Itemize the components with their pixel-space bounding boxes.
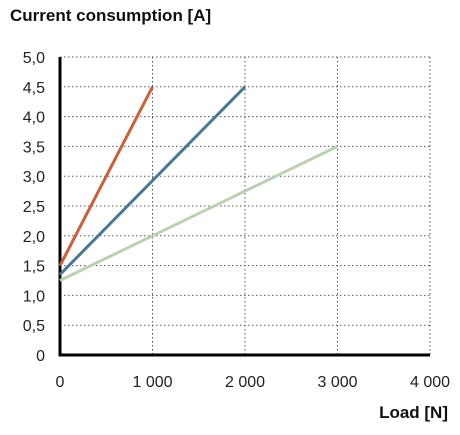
x-axis-label: Load [N] (379, 403, 448, 422)
y-tick-label: 1,0 (23, 288, 45, 305)
y-tick-label: 4,0 (23, 110, 45, 127)
y-tick-labels: 0 0,5 1,0 1,5 2,0 2,5 3,0 3,5 4,0 4,5 5,0 (23, 50, 45, 365)
y-tick-label: 0 (36, 348, 45, 365)
x-tick-label: 0 (56, 374, 65, 391)
y-tick-label: 4,5 (23, 80, 45, 97)
series-lines (58, 85, 339, 282)
y-tick-label: 2,5 (23, 199, 45, 216)
grid (60, 56, 431, 355)
x-tick-label: 4 000 (410, 374, 450, 391)
y-tick-label: 0,5 (23, 318, 45, 335)
y-tick-label: 1,5 (23, 259, 45, 276)
x-tick-label: 3 000 (317, 374, 357, 391)
x-tick-label: 1 000 (132, 374, 172, 391)
y-axis-label: Current consumption [A] (10, 6, 212, 25)
y-tick-label: 2,0 (23, 229, 45, 246)
series-line-1 (58, 86, 154, 267)
y-tick-label: 3,5 (23, 139, 45, 156)
x-tick-labels: 0 1 000 2 000 3 000 4 000 (56, 374, 451, 391)
series-line-3 (59, 145, 339, 282)
axes (58, 57, 430, 357)
series-line-2 (58, 85, 247, 276)
y-tick-label: 5,0 (23, 50, 45, 67)
y-tick-label: 3,0 (23, 169, 45, 186)
x-tick-label: 2 000 (225, 374, 265, 391)
